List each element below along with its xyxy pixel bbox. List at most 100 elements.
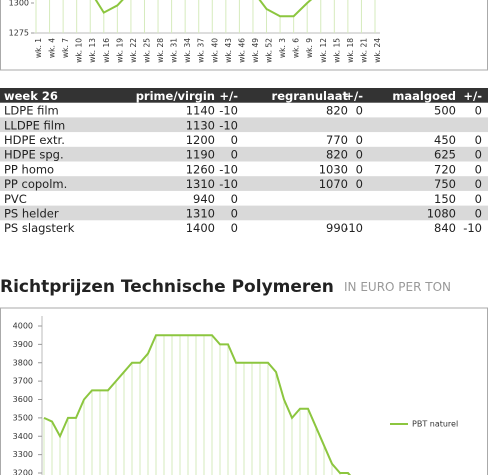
table-cell: 0 — [475, 104, 482, 118]
y-tick-label: 1275 — [9, 29, 29, 38]
table-cell: HDPE spg. — [4, 148, 64, 162]
x-tick-label: wk. 12 — [319, 38, 328, 63]
table-cell: 720 — [434, 162, 456, 176]
y-tick-label: 3500 — [13, 413, 33, 422]
table-header-cell: prime/virgin — [136, 89, 215, 103]
line — [94, 0, 313, 18]
table-row-bg — [0, 117, 488, 133]
table-cell: 0 — [475, 162, 482, 176]
x-tick-label: wk. 4 — [48, 38, 57, 58]
table-cell: 0 — [475, 133, 482, 147]
table-row-bg — [0, 176, 488, 191]
table-cell: 1310 — [186, 177, 215, 191]
table-cell: 150 — [434, 192, 456, 206]
table-cell: -10 — [219, 177, 238, 191]
table-cell: LLDPE film — [4, 118, 65, 132]
table-cell: 0 — [356, 162, 363, 176]
table-cell: PS helder — [4, 206, 59, 220]
legend-label: PBT naturel — [412, 420, 458, 429]
table-cell: 1030 — [319, 162, 348, 176]
table-cell: 770 — [326, 133, 348, 147]
table-cell: 0 — [231, 133, 238, 147]
table-header-cell: maalgoed — [392, 89, 456, 103]
plot — [35, 0, 376, 33]
table-cell: 750 — [434, 177, 456, 191]
y-tick-label: 3400 — [13, 432, 33, 441]
table-header-cell: +/- — [463, 89, 482, 103]
table-cell: 1080 — [427, 206, 456, 220]
table-cell: LDPE film — [4, 104, 59, 118]
x-tick-label: wk. 7 — [61, 38, 70, 58]
y-tick-label: 3300 — [13, 450, 33, 459]
table-cell: PP homo — [4, 162, 54, 176]
table-cell: 1190 — [186, 148, 215, 162]
table-cell: 820 — [326, 104, 348, 118]
table-cell: 625 — [434, 148, 456, 162]
x-tick-label: wk. 22 — [129, 38, 138, 63]
table-cell: 0 — [475, 206, 482, 220]
table-cell: 1200 — [186, 133, 215, 147]
table-cell: 1260 — [186, 162, 215, 176]
table-cell: 1130 — [186, 118, 215, 132]
y-tick-label: 3600 — [13, 395, 33, 404]
x-tick-label: wk. 16 — [102, 38, 111, 63]
y-tick-label: 3200 — [13, 469, 33, 475]
table-cell: -10 — [219, 104, 238, 118]
y-tick-label: 3900 — [13, 340, 33, 349]
table-header-bg — [0, 88, 488, 103]
table-cell: -10 — [219, 118, 238, 132]
table-header-cell: +/- — [344, 89, 363, 103]
table-cell: 0 — [231, 148, 238, 162]
table-cell: 500 — [434, 104, 456, 118]
table-cell: 1400 — [186, 221, 215, 235]
x-tick-label: wk. 3 — [278, 38, 287, 58]
table-cell: 0 — [231, 221, 238, 235]
plot — [43, 334, 352, 475]
table-header-cell: week 26 — [4, 89, 58, 103]
table-cell: 840 — [434, 221, 456, 235]
x-tick-label: wk. 15 — [332, 38, 341, 63]
table-cell: 940 — [193, 192, 215, 206]
table-cell: PS slagsterk — [4, 221, 75, 235]
table-cell: 0 — [231, 192, 238, 206]
table-cell: -10 — [463, 221, 482, 235]
table-cell: 0 — [475, 148, 482, 162]
y-tick-label: 1300 — [9, 0, 29, 8]
x-tick-label: wk. 31 — [170, 38, 179, 63]
table-cell: PP copolm. — [4, 177, 67, 191]
table-cell: -10 — [344, 221, 363, 235]
line — [43, 334, 352, 475]
table-cell: 0 — [475, 177, 482, 191]
y-tick-label: 3700 — [13, 377, 33, 386]
table-cell: 1070 — [319, 177, 348, 191]
table-cell: 820 — [326, 148, 348, 162]
x-tick-label: wk. 40 — [210, 38, 219, 63]
table-cell: 0 — [356, 133, 363, 147]
table-cell: PVC — [4, 192, 27, 206]
table-header-cell: regranulaat — [272, 89, 349, 103]
table-cell: 0 — [356, 148, 363, 162]
table-header-cell: +/- — [219, 89, 238, 103]
table-cell: 1310 — [186, 206, 215, 220]
table-cell: 990 — [326, 221, 348, 235]
table-cell: 1140 — [186, 104, 215, 118]
table-cell: HDPE extr. — [4, 133, 65, 147]
y-tick-label: 3800 — [13, 358, 33, 367]
x-tick-label: wk. 6 — [292, 38, 301, 58]
x-tick-label: wk. 37 — [197, 38, 206, 63]
x-tick-label: wk. 21 — [359, 38, 368, 63]
table-cell: 0 — [356, 177, 363, 191]
x-tick-label: wk. 1 — [34, 38, 43, 58]
table-cell: 450 — [434, 133, 456, 147]
title-unit: IN EURO PER TON — [344, 280, 451, 294]
table-row-bg — [0, 205, 488, 221]
table-cell: -10 — [219, 162, 238, 176]
x-tick-label: wk. 52 — [265, 38, 274, 63]
table-row-bg — [0, 146, 488, 162]
x-tick-label: wk. 25 — [142, 38, 151, 63]
section-title: Richtprijzen Technische Polymeren IN EUR… — [0, 277, 451, 298]
x-tick-label: wk. 49 — [251, 38, 260, 63]
x-tick-label: wk. 18 — [346, 38, 355, 63]
x-tick-label: wk. 46 — [237, 38, 246, 63]
